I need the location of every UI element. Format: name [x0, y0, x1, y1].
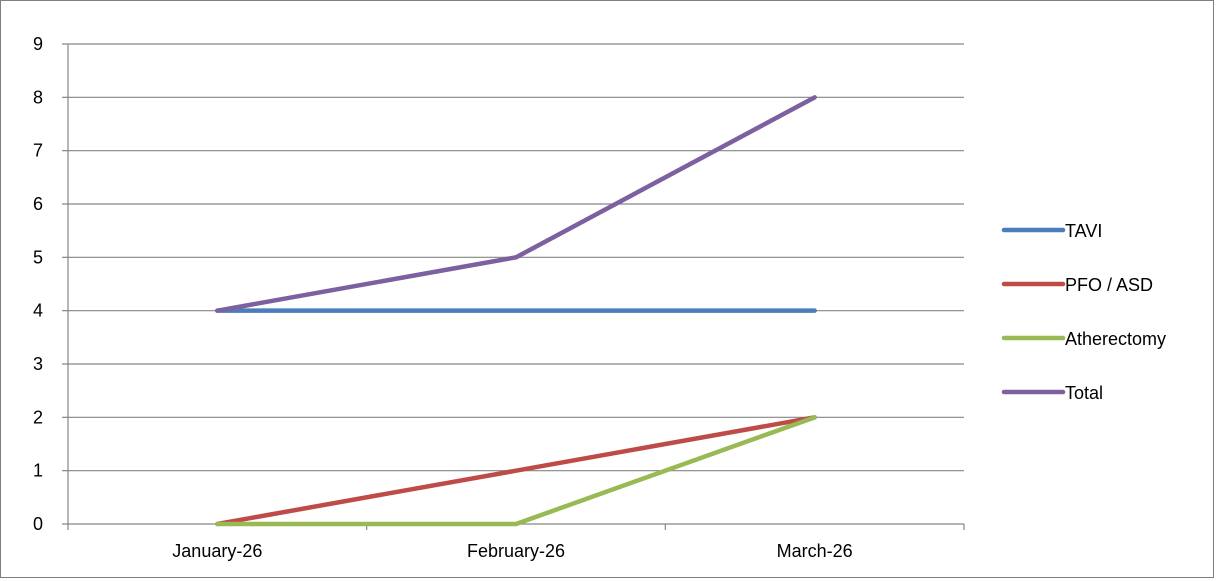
y-tick-label: 7: [33, 141, 43, 161]
y-tick-label: 9: [33, 34, 43, 54]
legend: TAVI PFO / ASD Atherectomy Total: [1001, 221, 1166, 403]
legend-label: TAVI: [1065, 221, 1102, 241]
legend-label: Total: [1065, 383, 1103, 403]
x-tick-label: March-26: [777, 541, 853, 561]
y-tick-label: 4: [33, 301, 43, 321]
x-axis-ticks: January-26 February-26 March-26: [67, 524, 965, 561]
y-tick-label: 2: [33, 407, 43, 427]
y-tick-label: 5: [33, 247, 43, 267]
y-axis-ticks: 0 1 2 3 4 5 6 7 8 9: [33, 34, 68, 534]
legend-label: Atherectomy: [1065, 329, 1166, 349]
series-line-1: [215, 415, 817, 527]
y-tick-label: 6: [33, 194, 43, 214]
axes: [67, 44, 964, 525]
y-tick-label: 8: [33, 87, 43, 107]
y-tick-label: 1: [33, 461, 43, 481]
y-tick-label: 0: [33, 514, 43, 534]
series-line-3: [215, 95, 817, 313]
x-tick-label: February-26: [467, 541, 565, 561]
legend-label: PFO / ASD: [1065, 275, 1153, 295]
series-lines: [215, 95, 817, 527]
y-tick-label: 3: [33, 354, 43, 374]
series-line-2: [215, 415, 817, 527]
x-tick-label: January-26: [172, 541, 262, 561]
